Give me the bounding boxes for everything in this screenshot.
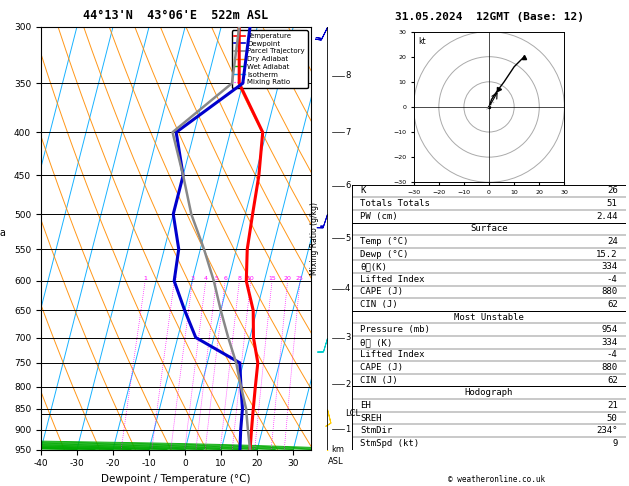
Text: © weatheronline.co.uk: © weatheronline.co.uk [448,474,545,484]
Text: 880: 880 [601,363,618,372]
Text: 4: 4 [204,276,208,281]
Text: 5: 5 [345,234,350,243]
Text: 6: 6 [345,181,350,191]
Text: Pressure (mb): Pressure (mb) [360,325,430,334]
Text: StmDir: StmDir [360,426,392,435]
Text: CAPE (J): CAPE (J) [360,287,403,296]
Text: 24: 24 [607,237,618,246]
Text: 2: 2 [172,276,176,281]
Text: CIN (J): CIN (J) [360,300,398,309]
Text: 334: 334 [601,338,618,347]
Text: 8: 8 [237,276,242,281]
Legend: Temperature, Dewpoint, Parcel Trajectory, Dry Adiabat, Wet Adiabat, Isotherm, Mi: Temperature, Dewpoint, Parcel Trajectory… [231,30,308,88]
Text: PW (cm): PW (cm) [360,212,398,221]
Text: 26: 26 [607,187,618,195]
Text: 334: 334 [601,262,618,271]
Text: 234°: 234° [596,426,618,435]
Text: Lifted Index: Lifted Index [360,350,425,360]
Text: 51: 51 [607,199,618,208]
Text: 2: 2 [345,380,350,389]
X-axis label: Dewpoint / Temperature (°C): Dewpoint / Temperature (°C) [101,474,251,484]
Text: 5: 5 [214,276,218,281]
Text: StmSpd (kt): StmSpd (kt) [360,439,420,448]
Text: θᴁ (K): θᴁ (K) [360,338,392,347]
Text: CAPE (J): CAPE (J) [360,363,403,372]
Text: Dewp (°C): Dewp (°C) [360,249,409,259]
Text: Totals Totals: Totals Totals [360,199,430,208]
Text: 15: 15 [268,276,276,281]
Text: km: km [331,445,344,454]
Text: 4: 4 [345,284,350,294]
Text: Mixing Ratio (g/kg): Mixing Ratio (g/kg) [310,202,319,275]
Text: 62: 62 [607,376,618,385]
Text: 6: 6 [223,276,227,281]
Text: K: K [360,187,366,195]
Text: 954: 954 [601,325,618,334]
Text: 8: 8 [345,71,350,80]
Text: Lifted Index: Lifted Index [360,275,425,284]
Text: Most Unstable: Most Unstable [454,312,524,322]
Text: 10: 10 [247,276,255,281]
Text: 21: 21 [607,401,618,410]
Text: 44°13'N  43°06'E  522m ASL: 44°13'N 43°06'E 522m ASL [84,9,269,22]
Text: LCL: LCL [345,409,360,418]
Text: 2.44: 2.44 [596,212,618,221]
Text: kt: kt [419,36,426,46]
Text: ASL: ASL [328,457,344,467]
Text: -4: -4 [607,350,618,360]
Text: Hodograph: Hodograph [465,388,513,397]
Text: 9: 9 [612,439,618,448]
Text: 15.2: 15.2 [596,249,618,259]
Text: 50: 50 [607,414,618,422]
Text: 31.05.2024  12GMT (Base: 12): 31.05.2024 12GMT (Base: 12) [394,12,584,22]
Text: 3: 3 [191,276,194,281]
Text: 880: 880 [601,287,618,296]
Text: 1: 1 [345,425,350,434]
Text: 62: 62 [607,300,618,309]
Text: θᴁ(K): θᴁ(K) [360,262,387,271]
Text: EH: EH [360,401,371,410]
Text: CIN (J): CIN (J) [360,376,398,385]
Text: Temp (°C): Temp (°C) [360,237,409,246]
Text: 25: 25 [296,276,304,281]
Text: -4: -4 [607,275,618,284]
Text: 7: 7 [345,128,350,137]
Text: 3: 3 [345,333,350,342]
Text: 1: 1 [143,276,147,281]
Y-axis label: hPa: hPa [0,228,6,238]
Text: 20: 20 [284,276,291,281]
Text: SREH: SREH [360,414,382,422]
Text: Surface: Surface [470,225,508,233]
